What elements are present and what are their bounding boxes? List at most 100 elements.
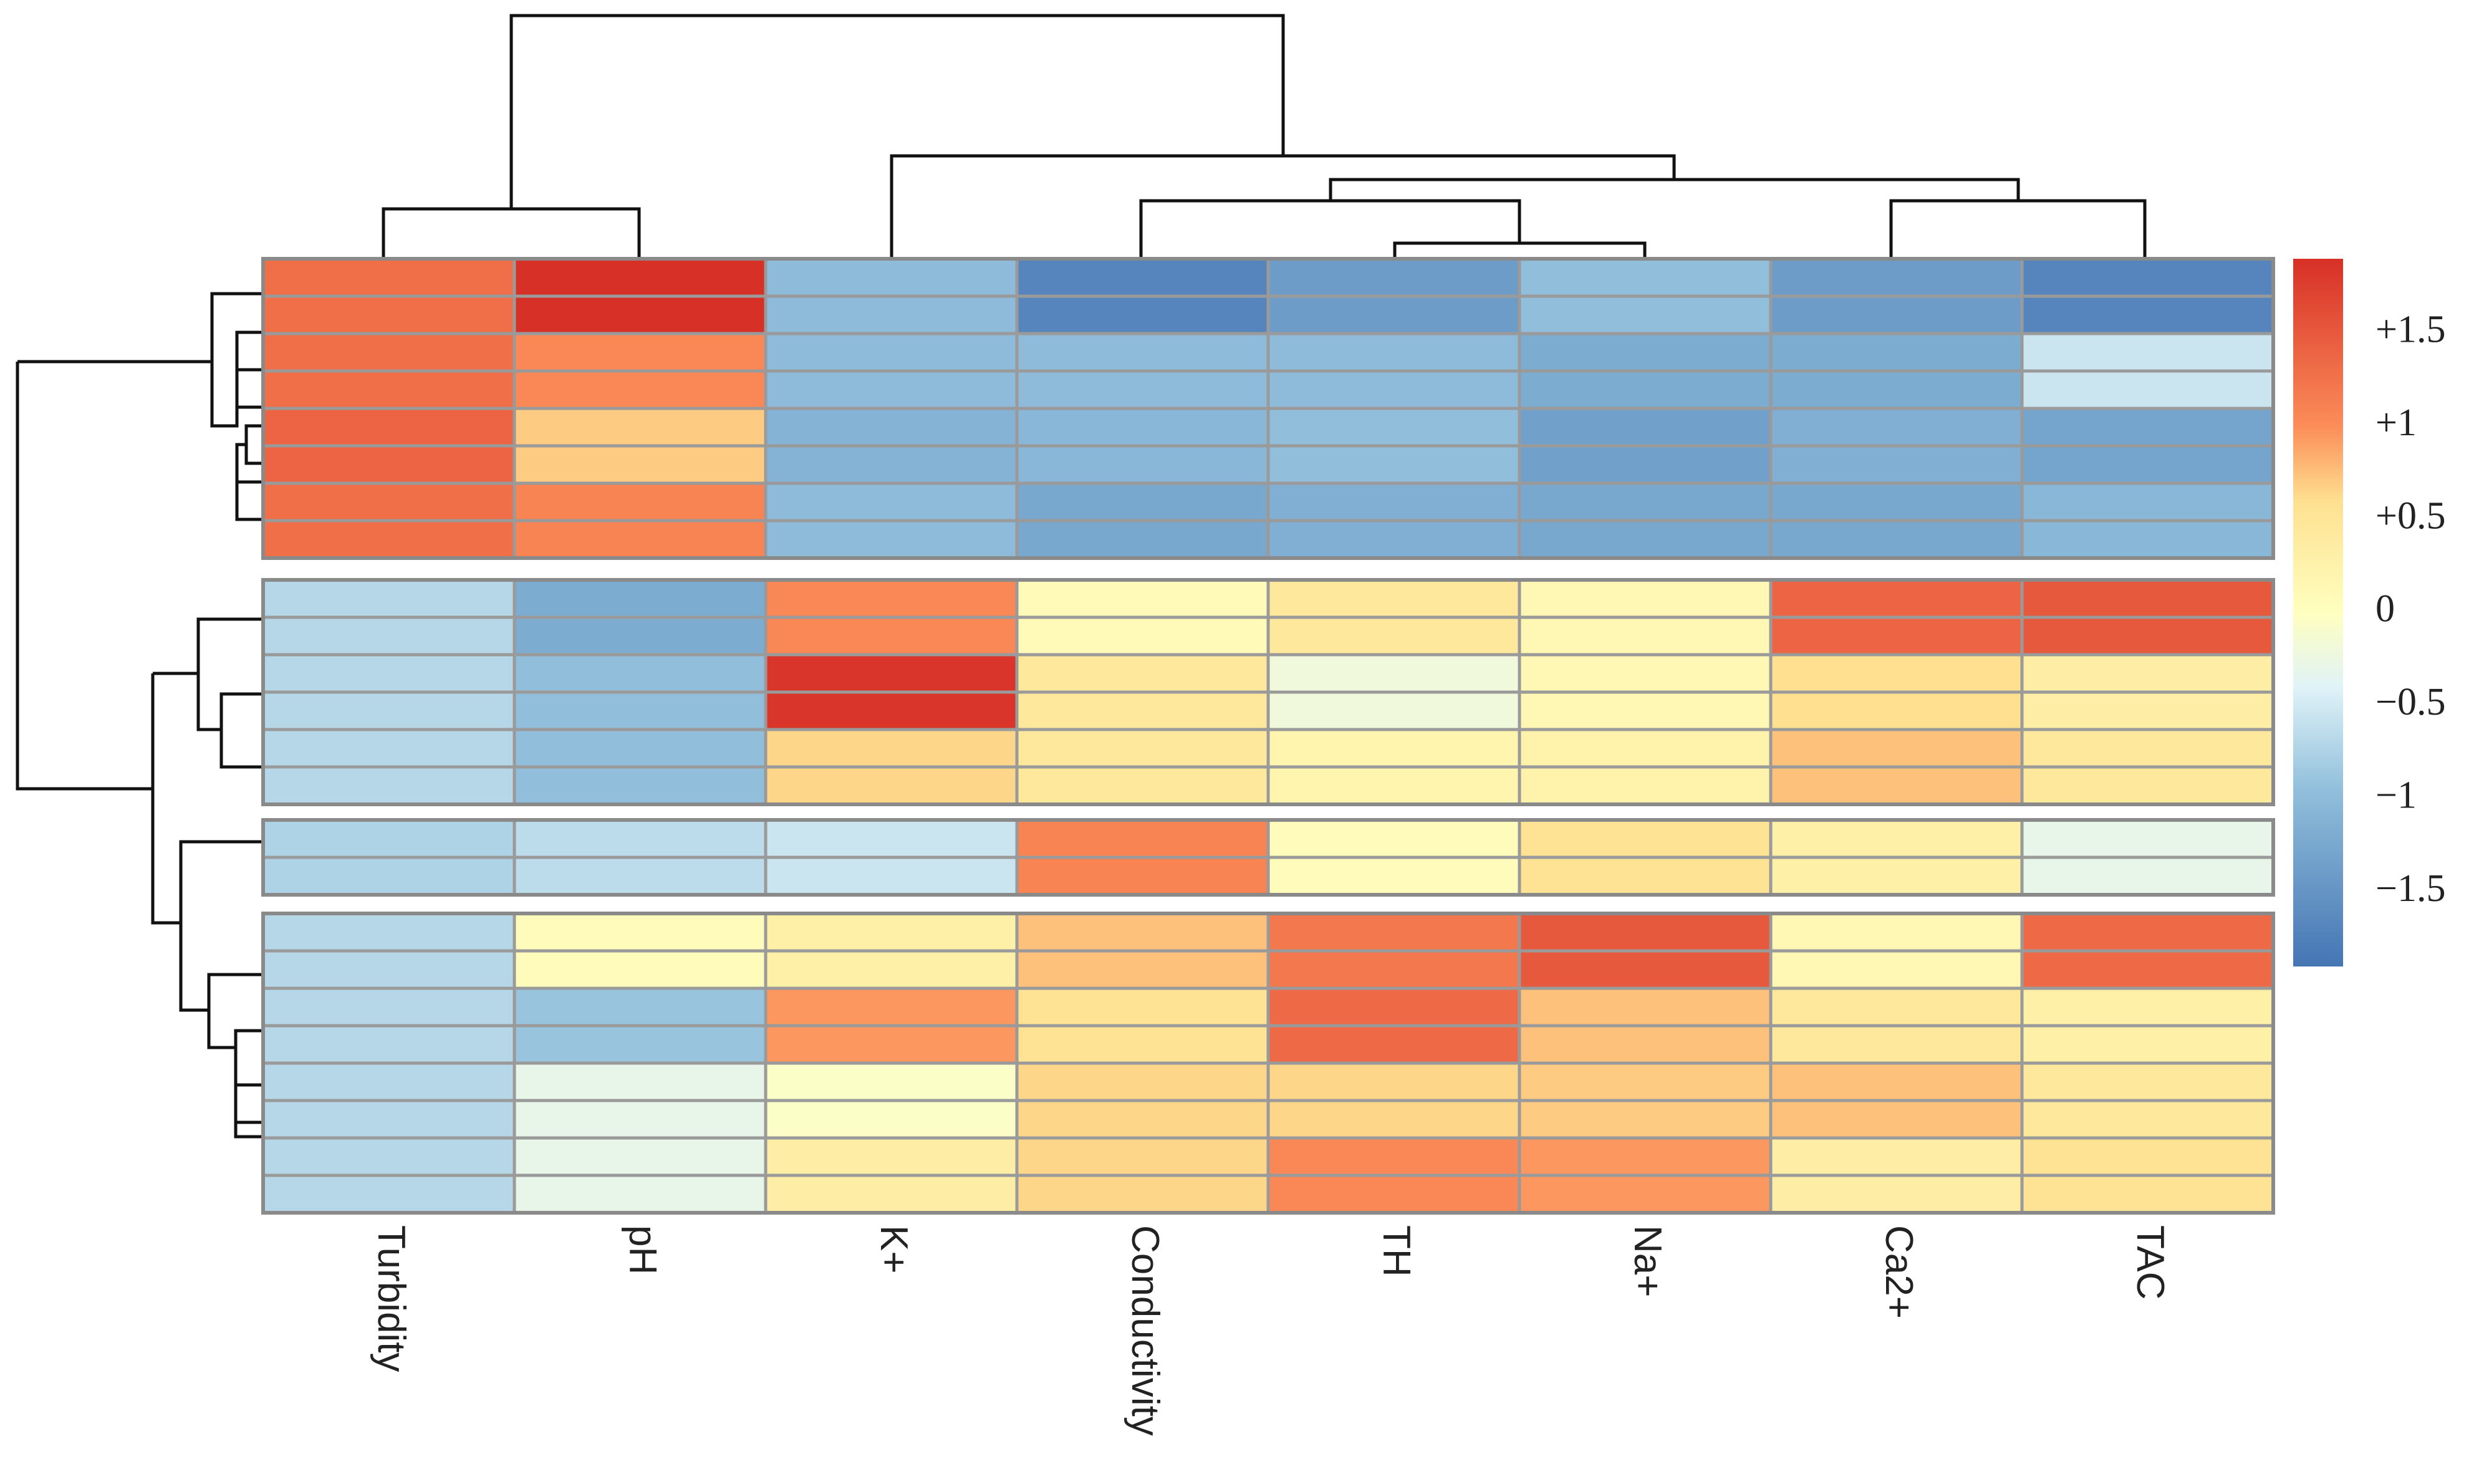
row-link-cluster-1-c <box>235 482 262 521</box>
heatmap-cell <box>1518 1136 1773 1177</box>
heatmap-cell <box>261 294 516 335</box>
heatmap-cell <box>1518 653 1773 694</box>
heatmap-cell <box>513 481 768 523</box>
heatmap-cell <box>1769 407 2024 448</box>
heatmap-cell <box>1266 728 1521 769</box>
heatmap-cell <box>764 294 1019 335</box>
heatmap-cell <box>261 519 516 560</box>
heatmap-cell <box>764 1173 1019 1215</box>
col-link-ca-tac <box>1889 199 2147 259</box>
column-label: TAC <box>2129 1225 2172 1299</box>
heatmap-cell <box>2020 444 2275 485</box>
heatmap-cell <box>2020 1099 2275 1140</box>
heatmap-cell <box>513 1099 768 1140</box>
row-group-3 <box>261 818 2275 897</box>
heatmap-cell <box>513 444 768 485</box>
heatmap-cell <box>261 690 516 731</box>
heatmap-cell <box>513 653 768 694</box>
column-label: TH <box>1375 1225 1418 1277</box>
col-link-cond-group-ca-tac <box>1329 178 2020 201</box>
heatmap-cell <box>2020 519 2275 560</box>
heatmap-cell <box>2020 690 2275 731</box>
row-group-border <box>261 912 2275 1215</box>
heatmap-cell <box>2020 728 2275 769</box>
heatmap-cell <box>764 986 1019 1028</box>
heatmap-cell <box>513 818 768 859</box>
heatmap-cell <box>1769 1024 2024 1065</box>
heatmap-cell <box>261 765 516 806</box>
heatmap-cell <box>1015 294 1270 335</box>
legend-gradient-bar <box>2293 259 2343 966</box>
row-link-root <box>16 360 212 791</box>
row-link-cluster-1-a <box>235 330 262 409</box>
heatmap-cell <box>513 765 768 806</box>
heatmap-cell <box>261 369 516 410</box>
heatmap-cell <box>1266 818 1521 859</box>
heatmap-cell <box>764 1136 1019 1177</box>
heatmap-cell <box>1769 855 2024 897</box>
heatmap-cell <box>261 1024 516 1065</box>
heatmap-cell <box>1518 986 1773 1028</box>
heatmap-cell <box>1266 986 1521 1028</box>
heatmap-cell <box>764 407 1019 448</box>
heatmap-cells <box>261 257 2275 1215</box>
row-dendrogram <box>16 292 262 1139</box>
heatmap-cell <box>764 615 1019 657</box>
column-label: Ca2+ <box>1877 1225 1920 1319</box>
heatmap-cell <box>1518 578 1773 619</box>
heatmap-cell <box>1015 369 1270 410</box>
heatmap-cell <box>1518 1173 1773 1215</box>
heatmap-cell <box>764 519 1019 560</box>
heatmap-cell <box>2020 986 2275 1028</box>
heatmap-cell <box>2020 855 2275 897</box>
col-link-root <box>509 14 1285 209</box>
legend-labels: +1.5 +1 +0.5 0 −0.5 −1 −1.5 <box>2376 309 2445 910</box>
heatmap-cell <box>1518 369 1773 410</box>
heatmap-cell <box>513 949 768 990</box>
column-labels: Turbidity pH K+ Conductivity TH Na+ Ca2+ TAC <box>370 1225 2172 1436</box>
heatmap-cell <box>1518 257 1773 298</box>
column-label: K+ <box>872 1225 915 1274</box>
heatmap-cell <box>1518 690 1773 731</box>
row-link-lower-groups <box>151 672 198 925</box>
heatmap-cell <box>1266 578 1521 619</box>
heatmap-cell <box>1266 1173 1521 1215</box>
heatmap-cell <box>1769 1136 2024 1177</box>
heatmap-cell <box>1769 294 2024 335</box>
heatmap-cell <box>764 818 1019 859</box>
heatmap-cell <box>1769 912 2024 953</box>
heatmap-cell <box>764 257 1019 298</box>
legend-tick-label: +1 <box>2376 402 2417 444</box>
heatmap-cell <box>1769 481 2024 523</box>
legend-tick-label: 0 <box>2376 588 2395 630</box>
column-label: Conductivity <box>1124 1225 1167 1436</box>
heatmap-cell <box>1518 1099 1773 1140</box>
heatmap-cell <box>513 728 768 769</box>
heatmap-cell <box>1769 444 2024 485</box>
heatmap-cell <box>764 949 1019 990</box>
heatmap-cell <box>1266 765 1521 806</box>
heatmap-cell <box>513 1024 768 1065</box>
heatmap-cell <box>2020 1024 2275 1065</box>
heatmap-cell <box>1769 728 2024 769</box>
heatmap-cell <box>261 1136 516 1177</box>
heatmap-cell <box>1015 1173 1270 1215</box>
heatmap-cell <box>261 257 516 298</box>
heatmap-cell <box>1769 1173 2024 1215</box>
heatmap-cell <box>1769 519 2024 560</box>
heatmap-cell <box>1518 855 1773 897</box>
heatmap-cell <box>2020 818 2275 859</box>
column-label: Turbidity <box>370 1225 413 1372</box>
heatmap-cell <box>1015 855 1270 897</box>
heatmap-cell <box>2020 332 2275 373</box>
row-link-cluster-1-b <box>235 424 262 482</box>
heatmap-cell <box>1518 912 1773 953</box>
heatmap-cell <box>2020 578 2275 619</box>
heatmap-cell <box>513 855 768 897</box>
heatmap-cell <box>1015 1099 1270 1140</box>
heatmap-cell <box>1015 1061 1270 1102</box>
heatmap-cell <box>1769 369 2024 410</box>
heatmap-cell <box>2020 1173 2275 1215</box>
heatmap-cell <box>513 1136 768 1177</box>
